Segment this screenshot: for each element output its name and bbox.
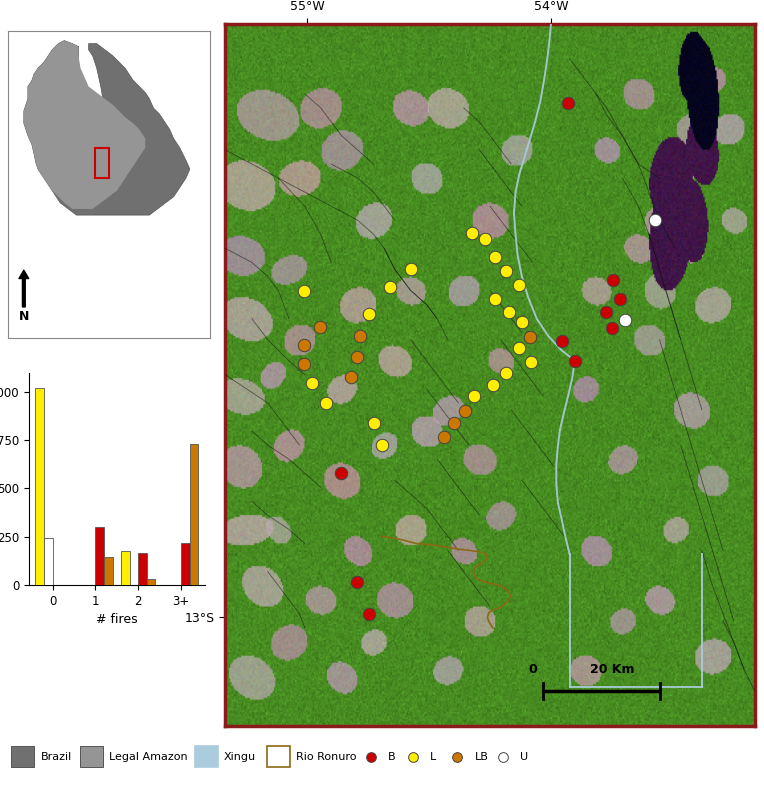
Bar bbox=[195, 746, 218, 768]
Text: L: L bbox=[430, 752, 436, 761]
X-axis label: # fires: # fires bbox=[96, 613, 138, 626]
Text: LB: LB bbox=[474, 752, 488, 761]
Text: N: N bbox=[18, 310, 29, 323]
Bar bbox=[96, 527, 104, 585]
Text: Xingu: Xingu bbox=[224, 752, 256, 761]
Bar bbox=[267, 746, 290, 768]
Bar bbox=[181, 543, 189, 585]
Bar bbox=[95, 148, 109, 178]
Bar bbox=[138, 553, 147, 585]
Bar bbox=[80, 746, 103, 768]
Text: U: U bbox=[520, 752, 529, 761]
Bar bbox=[121, 551, 130, 585]
Bar bbox=[44, 538, 53, 585]
Text: 0: 0 bbox=[528, 663, 536, 676]
Bar bbox=[147, 579, 155, 585]
Bar bbox=[104, 557, 112, 585]
Bar bbox=[11, 746, 34, 768]
Text: 20 Km: 20 Km bbox=[590, 663, 634, 676]
Text: Rio Ronuro: Rio Ronuro bbox=[296, 752, 357, 761]
Text: B: B bbox=[388, 752, 396, 761]
Text: Brazil: Brazil bbox=[40, 752, 72, 761]
Bar bbox=[189, 444, 199, 585]
Polygon shape bbox=[24, 41, 145, 209]
Polygon shape bbox=[24, 41, 190, 215]
Text: Legal Amazon: Legal Amazon bbox=[109, 752, 188, 761]
Bar bbox=[35, 389, 44, 585]
